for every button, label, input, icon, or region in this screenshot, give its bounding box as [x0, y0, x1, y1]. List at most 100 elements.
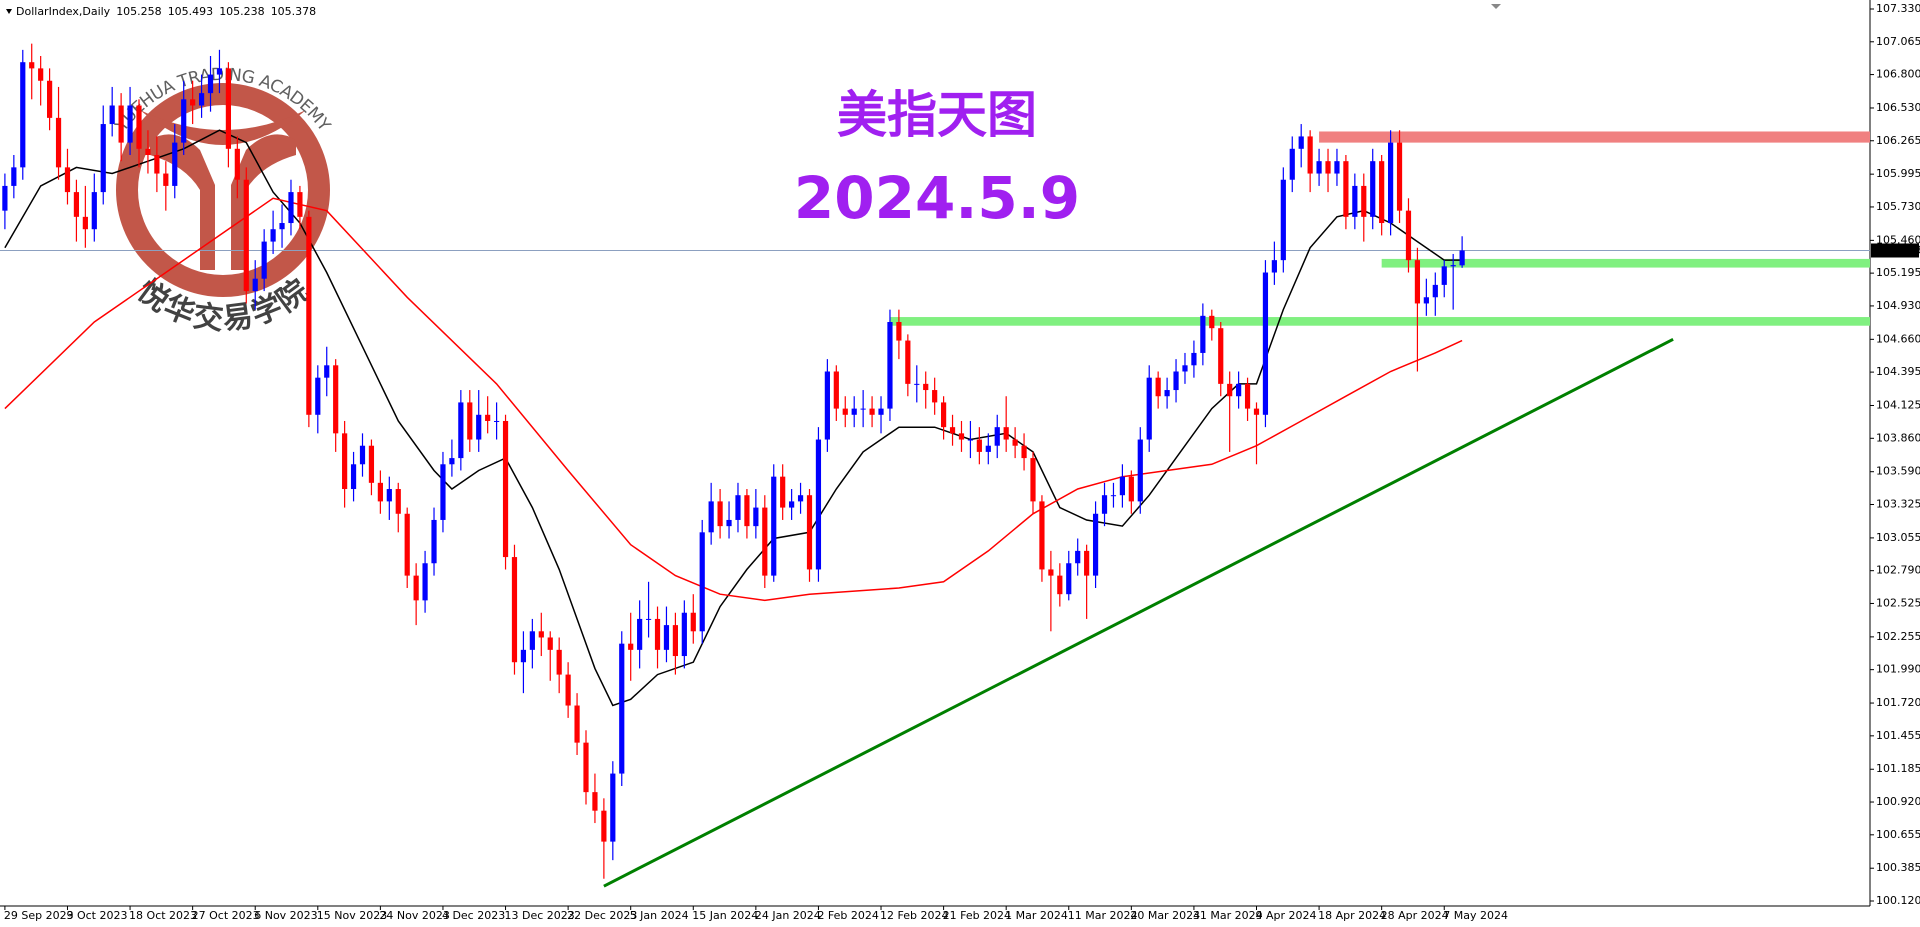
candle-body — [1066, 563, 1072, 595]
y-tick-label: 102.790 — [1876, 564, 1920, 577]
candle-body — [762, 507, 768, 576]
y-tick-label: 100.920 — [1876, 795, 1920, 808]
candle-body — [127, 105, 133, 143]
candle-body — [1021, 445, 1027, 459]
x-tick-label: 29 Sep 2023 — [4, 909, 74, 922]
candle-body — [315, 377, 321, 415]
x-tick-label: 7 May 2024 — [1443, 909, 1508, 922]
x-tick-label: 11 Mar 2024 — [1068, 909, 1138, 922]
candle-body — [1119, 476, 1125, 496]
x-tick-label: 24 Nov 2023 — [379, 909, 449, 922]
y-tick-label: 102.525 — [1876, 596, 1920, 609]
candle-body — [342, 433, 348, 490]
last-price-box — [1871, 243, 1919, 258]
candle-body — [431, 519, 437, 564]
last-price-label: 105.378 — [1876, 243, 1920, 256]
y-tick-label: 105.995 — [1876, 167, 1920, 180]
candle-body — [967, 439, 974, 441]
candle-body — [234, 148, 240, 180]
candle-body — [1057, 575, 1063, 595]
candle-body — [172, 142, 178, 186]
header-field: 105.258 — [116, 5, 162, 18]
y-tick-label: 104.660 — [1876, 332, 1920, 345]
header-field: DollarIndex,Daily — [16, 5, 111, 18]
candle-body — [1325, 161, 1331, 174]
candle-body — [270, 229, 276, 242]
candle-body — [1209, 315, 1215, 329]
candle-body — [297, 192, 303, 217]
candle-body — [699, 532, 705, 632]
candle-body — [789, 501, 795, 508]
x-tick-label: 31 Mar 2024 — [1193, 909, 1263, 922]
x-tick-label: 13 Dec 2023 — [505, 909, 575, 922]
logo-shape — [231, 134, 296, 270]
candle-body — [1432, 284, 1438, 298]
candle-body — [583, 742, 589, 793]
candle-body — [47, 80, 53, 118]
x-tick-label: 2 Feb 2024 — [817, 909, 878, 922]
candle-body — [118, 105, 124, 143]
candle-body — [878, 408, 884, 415]
y-tick-label: 107.065 — [1876, 35, 1920, 48]
candle-body — [494, 420, 500, 422]
scroll-marker — [1491, 4, 1501, 9]
candle-body — [154, 154, 160, 174]
candle-body — [1146, 377, 1152, 440]
candle-body — [422, 563, 428, 601]
candle-body — [306, 216, 312, 415]
menu-arrow[interactable] — [6, 9, 12, 14]
y-tick-label: 103.860 — [1876, 431, 1920, 444]
candle-body — [1128, 476, 1134, 502]
level-band — [889, 317, 1870, 326]
candle-body — [958, 433, 965, 440]
candle-body — [467, 402, 473, 440]
candle-body — [243, 179, 249, 292]
logo-shape — [150, 134, 215, 270]
candle-body — [690, 612, 696, 632]
candle-body — [744, 495, 750, 527]
x-tick-label: 21 Feb 2024 — [943, 909, 1011, 922]
y-tick-label: 102.255 — [1876, 630, 1920, 643]
candle-body — [1244, 383, 1251, 409]
candle-body — [1155, 377, 1161, 397]
candle-body — [1298, 136, 1304, 149]
y-tick-label: 100.120 — [1876, 894, 1920, 907]
candle-body — [413, 575, 419, 601]
y-tick-label: 100.655 — [1876, 828, 1920, 841]
y-tick-label: 101.185 — [1876, 762, 1920, 775]
x-tick-label: 24 Jan 2024 — [755, 909, 821, 922]
candle-body — [619, 643, 625, 774]
candle-body — [73, 192, 80, 217]
candle-body — [1316, 161, 1322, 174]
symbol-info: DollarIndex,Daily 105.258 105.493 105.238 10… — [16, 5, 316, 18]
candle-body — [225, 68, 231, 149]
candle-body — [1137, 439, 1143, 502]
x-tick-label: 9 Apr 2024 — [1256, 909, 1317, 922]
candle-body — [1262, 272, 1269, 415]
candle-body — [1459, 250, 1465, 266]
candle-body — [1450, 265, 1456, 267]
candle-body — [261, 241, 267, 279]
candle-body — [663, 625, 670, 650]
candle-body — [887, 322, 893, 409]
chart-subtitle: 2024.5.9 — [794, 164, 1080, 232]
candle-body — [1075, 550, 1081, 564]
candle-body — [82, 216, 88, 230]
candle-body — [771, 476, 777, 576]
candle-body — [2, 185, 8, 211]
x-tick-label: 18 Oct 2023 — [129, 909, 197, 922]
y-tick-label: 101.455 — [1876, 729, 1920, 742]
candle-body — [449, 458, 455, 465]
candle-body — [1379, 161, 1385, 224]
candle-body — [672, 625, 678, 657]
candle-body — [592, 792, 598, 811]
candle-body — [216, 68, 223, 75]
candle-body — [279, 223, 285, 230]
x-tick-label: 15 Jan 2024 — [692, 909, 758, 922]
candle-body — [1370, 161, 1376, 217]
candle-body — [842, 408, 848, 415]
candle-body — [198, 93, 205, 106]
y-tick-label: 107.330 — [1876, 2, 1920, 15]
